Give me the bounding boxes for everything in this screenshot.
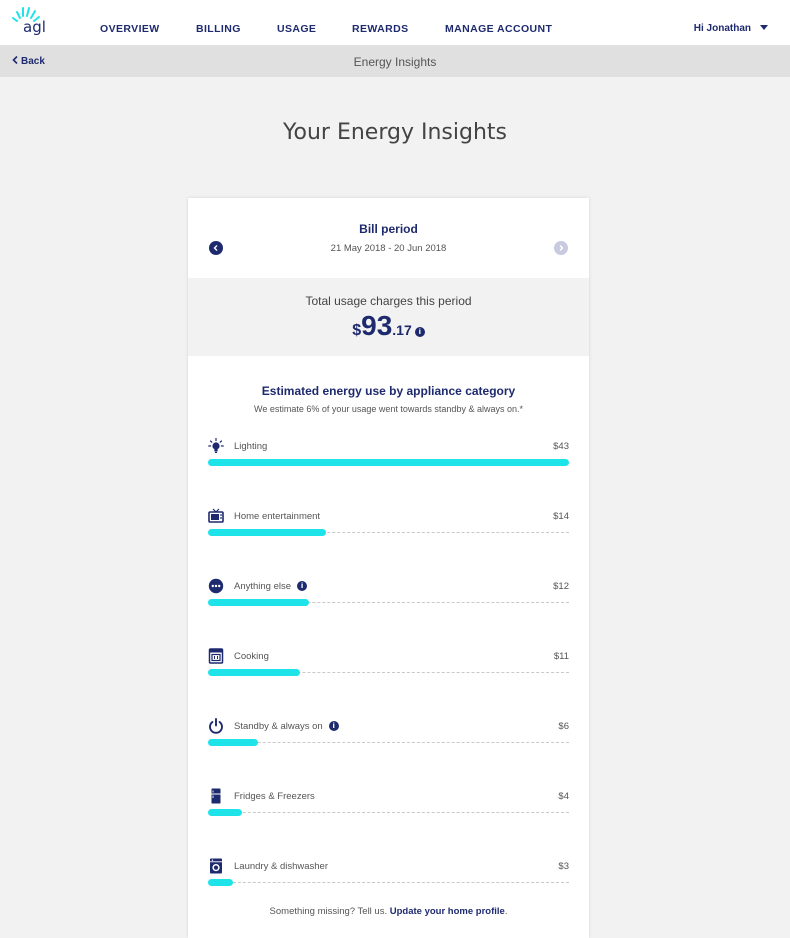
appliance-estimate-title: Estimated energy use by appliance catego… [261,384,516,398]
appliance-label-text: Lighting [234,441,268,452]
usage-bar-track [208,812,569,813]
nav-billing[interactable]: BILLING [196,23,241,35]
info-icon[interactable]: i [297,581,308,591]
usage-bar [208,669,300,676]
page-title: Your Energy Insights [283,120,507,145]
insights-card: Bill period 21 May 2018 - 20 Jun 2018 To… [188,198,589,938]
bulb-icon [208,437,224,454]
top-nav: agl OVERVIEW BILLING USAGE REWARDS MANAG… [0,0,790,46]
back-label: Back [21,56,45,67]
appliance-label: Anything else i [234,581,308,592]
appliance-label-text: Anything else [234,581,292,592]
appliance-amount: $43 [553,441,569,452]
oven-icon [208,648,224,664]
appliance-label-text: Laundry & dishwasher [234,861,328,872]
appliance-label-text: Home entertainment [234,511,321,522]
currency-symbol: $ [352,322,362,339]
update-home-profile-link[interactable]: Update your home profile [389,906,505,917]
appliance-amount: $11 [553,651,569,662]
appliance-label: Laundry & dishwasher [234,861,328,872]
appliance-row: Cooking $11 [208,648,569,684]
usage-bar-track [208,742,569,743]
appliance-label: Standby & always on i [234,721,339,732]
chevron-right-icon [559,245,564,251]
appliance-row: Anything else i $12 [208,578,569,614]
nav-rewards[interactable]: REWARDS [352,23,409,35]
usage-bar-track [208,672,569,673]
appliance-estimate-subtitle: We estimate 6% of your usage went toward… [254,404,523,414]
usage-bar-track [208,882,569,883]
sub-header: Back Energy Insights [0,46,790,77]
appliance-label: Home entertainment [234,511,320,522]
amount-dollars: 93 [361,310,393,341]
power-icon [208,718,224,734]
appliance-amount: $14 [553,511,569,522]
previous-period-button[interactable] [209,241,223,255]
usage-bar-track [208,602,569,603]
fridge-icon [208,788,224,804]
appliance-amount: $12 [553,581,569,592]
chevron-left-icon [12,55,18,65]
total-charges-amount: $93.17 i [188,310,589,342]
appliance-label: Fridges & Freezers [234,791,315,802]
appliance-amount: $6 [558,721,569,732]
appliance-amount: $3 [558,861,569,872]
appliance-label: Lighting [234,441,267,452]
usage-bar [208,879,233,886]
caret-down-icon [760,25,768,30]
sub-header-title: Energy Insights [353,55,437,69]
appliance-label-text: Standby & always on [234,721,323,732]
bill-period-title: Bill period [359,222,418,236]
appliance-row: Fridges & Freezers $4 [208,788,569,824]
usage-bar [208,739,258,746]
footer-prefix: Something missing? Tell us. [269,906,390,917]
appliance-label-text: Fridges & Freezers [234,791,315,802]
bill-period-dates: 21 May 2018 - 20 Jun 2018 [330,243,447,254]
usage-bar-track [208,532,569,533]
appliance-label-text: Cooking [234,651,269,662]
appliance-row: Home entertainment $14 [208,508,569,544]
info-icon[interactable]: i [414,327,425,337]
amount-cents: .17 [392,322,412,338]
appliance-row: Standby & always on i $6 [208,718,569,754]
footer-suffix: . [504,906,508,917]
total-charges-panel: Total usage charges this period $93.17 i [188,278,589,356]
total-charges-label: Total usage charges this period [305,294,472,308]
washer-icon [208,858,224,874]
chevron-left-icon [213,245,218,251]
user-greeting: Hi Jonathan [693,23,751,34]
more-icon [208,578,224,594]
appliance-label: Cooking [234,651,269,662]
info-icon[interactable]: i [328,721,339,731]
logo-text: agl [23,18,46,36]
appliance-amount: $4 [558,791,569,802]
back-button[interactable]: Back [12,55,45,67]
tv-icon [208,508,224,524]
appliance-row: Laundry & dishwasher $3 [208,858,569,894]
usage-bar [208,459,569,466]
usage-bar [208,809,242,816]
agl-logo-icon[interactable] [8,4,48,40]
footer-note: Something missing? Tell us. Update your … [188,906,589,917]
usage-bar [208,599,309,606]
nav-manage-account[interactable]: MANAGE ACCOUNT [445,23,553,35]
usage-bar [208,529,326,536]
nav-usage[interactable]: USAGE [277,23,317,35]
nav-overview[interactable]: OVERVIEW [100,23,160,35]
user-menu[interactable]: Hi Jonathan [694,23,768,34]
appliance-row: Lighting $43 [208,437,569,474]
next-period-button[interactable] [554,241,568,255]
